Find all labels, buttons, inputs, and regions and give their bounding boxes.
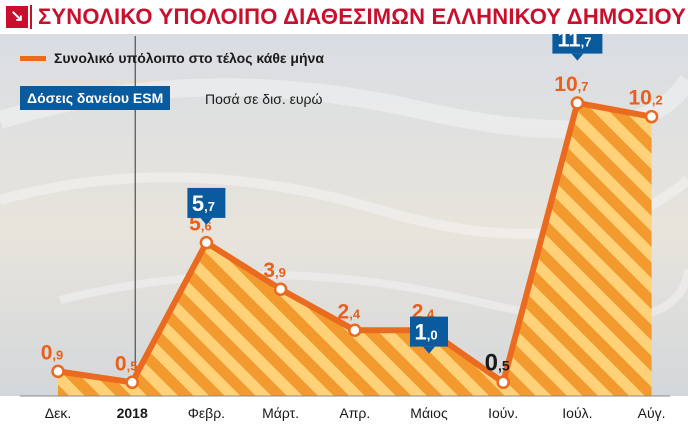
x-tick-label: Ιούν.	[488, 405, 518, 421]
title-separator	[30, 5, 32, 29]
x-tick-label: Μάρτ.	[262, 405, 299, 421]
esm-callout-pointer	[571, 53, 584, 61]
x-tick-label: Ιούλ.	[562, 405, 592, 421]
data-point	[199, 235, 214, 250]
esm-callout: 5,7	[187, 187, 226, 225]
x-tick-label: Φεβρ.	[188, 405, 225, 421]
data-label: 2,4	[412, 300, 435, 323]
legend-line-label: Συνολικό υπόλοιπο στο τέλος κάθε μήνα	[54, 50, 324, 66]
arrow-down-right-icon: ↘	[6, 6, 28, 28]
data-point	[570, 96, 585, 110]
data-point	[644, 109, 659, 124]
legend-line-swatch	[20, 55, 46, 61]
data-label: 10,2	[628, 87, 662, 110]
x-tick-label: Μάιος	[410, 405, 448, 421]
data-point	[496, 375, 510, 390]
data-point	[125, 375, 139, 390]
data-label: 0,5	[115, 352, 138, 375]
legend-esm-label: Δόσεις δανείου ESM	[20, 86, 171, 110]
chart-title: ΣΥΝΟΛΙΚΟ ΥΠΟΛΟΙΠΟ ΔΙΑΘΕΣΙΜΩΝ ΕΛΛΗΝΙΚΟΥ Δ…	[38, 4, 687, 29]
x-tick-label: Δεκ.	[45, 405, 71, 421]
legend-esm: Δόσεις δανείου ESM	[20, 86, 171, 110]
esm-callout-box	[187, 187, 226, 218]
title-bar: ↘ ΣΥΝΟΛΙΚΟ ΥΠΟΛΟΙΠΟ ΔΙΑΘΕΣΙΜΩΝ ΕΛΛΗΝΙΚΟΥ…	[0, 0, 688, 34]
units-label: Ποσά σε δισ. ευρώ	[205, 91, 323, 107]
esm-callout: 1,0	[410, 316, 448, 354]
data-point	[51, 364, 65, 379]
data-label: 0,9	[41, 341, 64, 364]
x-tick-label: Αύγ.	[638, 405, 666, 421]
x-tick-label: 2018	[117, 405, 148, 421]
esm-callout-box	[410, 316, 448, 347]
x-axis-band	[0, 396, 688, 432]
esm-value-label: 5,7	[192, 191, 215, 216]
esm-value-label: 1,0	[414, 320, 437, 345]
esm-callout-pointer	[200, 217, 213, 225]
data-label: 2,4	[338, 300, 361, 323]
legend-total-balance: Συνολικό υπόλοιπο στο τέλος κάθε μήνα	[20, 50, 324, 66]
data-point	[273, 282, 288, 296]
data-point	[348, 323, 362, 338]
x-tick-label: Απρ.	[339, 405, 370, 421]
data-label: 3,9	[263, 259, 286, 282]
esm-callout-pointer	[423, 346, 435, 354]
series-area	[58, 102, 652, 396]
data-label: 10,7	[554, 73, 588, 96]
data-label: 0,5	[485, 349, 510, 376]
data-label: 5,6	[189, 213, 212, 236]
